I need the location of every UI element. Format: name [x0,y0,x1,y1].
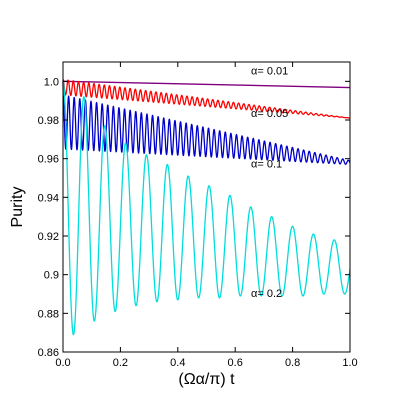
y-tick-label: 0.9 [44,270,59,282]
x-tick-label: 0.2 [113,357,128,369]
series-label: α= 0.2 [251,288,282,300]
y-tick-label: 0.88 [38,308,59,320]
y-tick-label: 1.0 [44,76,59,88]
series-layer [62,78,351,336]
series-label-layer: α= 0.01 α= 0.05 α= 0.1 α= 0.2 [251,66,288,300]
x-axis-title: (Ωα/π) t [178,371,235,388]
x-tick-label: 1.0 [342,357,357,369]
series-line [62,80,351,89]
x-tick-label: 0.0 [55,357,70,369]
y-axis-title: Purity [9,187,26,228]
series-line [62,78,351,119]
y-tick-label: 0.92 [38,231,59,243]
series-label: α= 0.1 [251,158,282,170]
y-tick-label: 0.86 [38,347,59,359]
series-line [62,81,351,165]
tick-layer: 0.0 0.2 0.4 0.6 0.8 1.0 0.86 0.88 0.9 0.92 0.94 0.9… [38,62,358,369]
x-tick-label: 0.6 [228,357,243,369]
y-tick-label: 0.96 [38,154,59,166]
y-tick-label: 0.94 [38,192,59,204]
y-tick-label: 0.98 [38,115,59,127]
series-label: α= 0.01 [251,66,288,78]
x-tick-label: 0.4 [170,357,185,369]
series-label: α= 0.05 [251,108,288,120]
series-line [62,80,351,336]
plot-frame [62,61,351,353]
x-tick-label: 0.8 [285,357,300,369]
